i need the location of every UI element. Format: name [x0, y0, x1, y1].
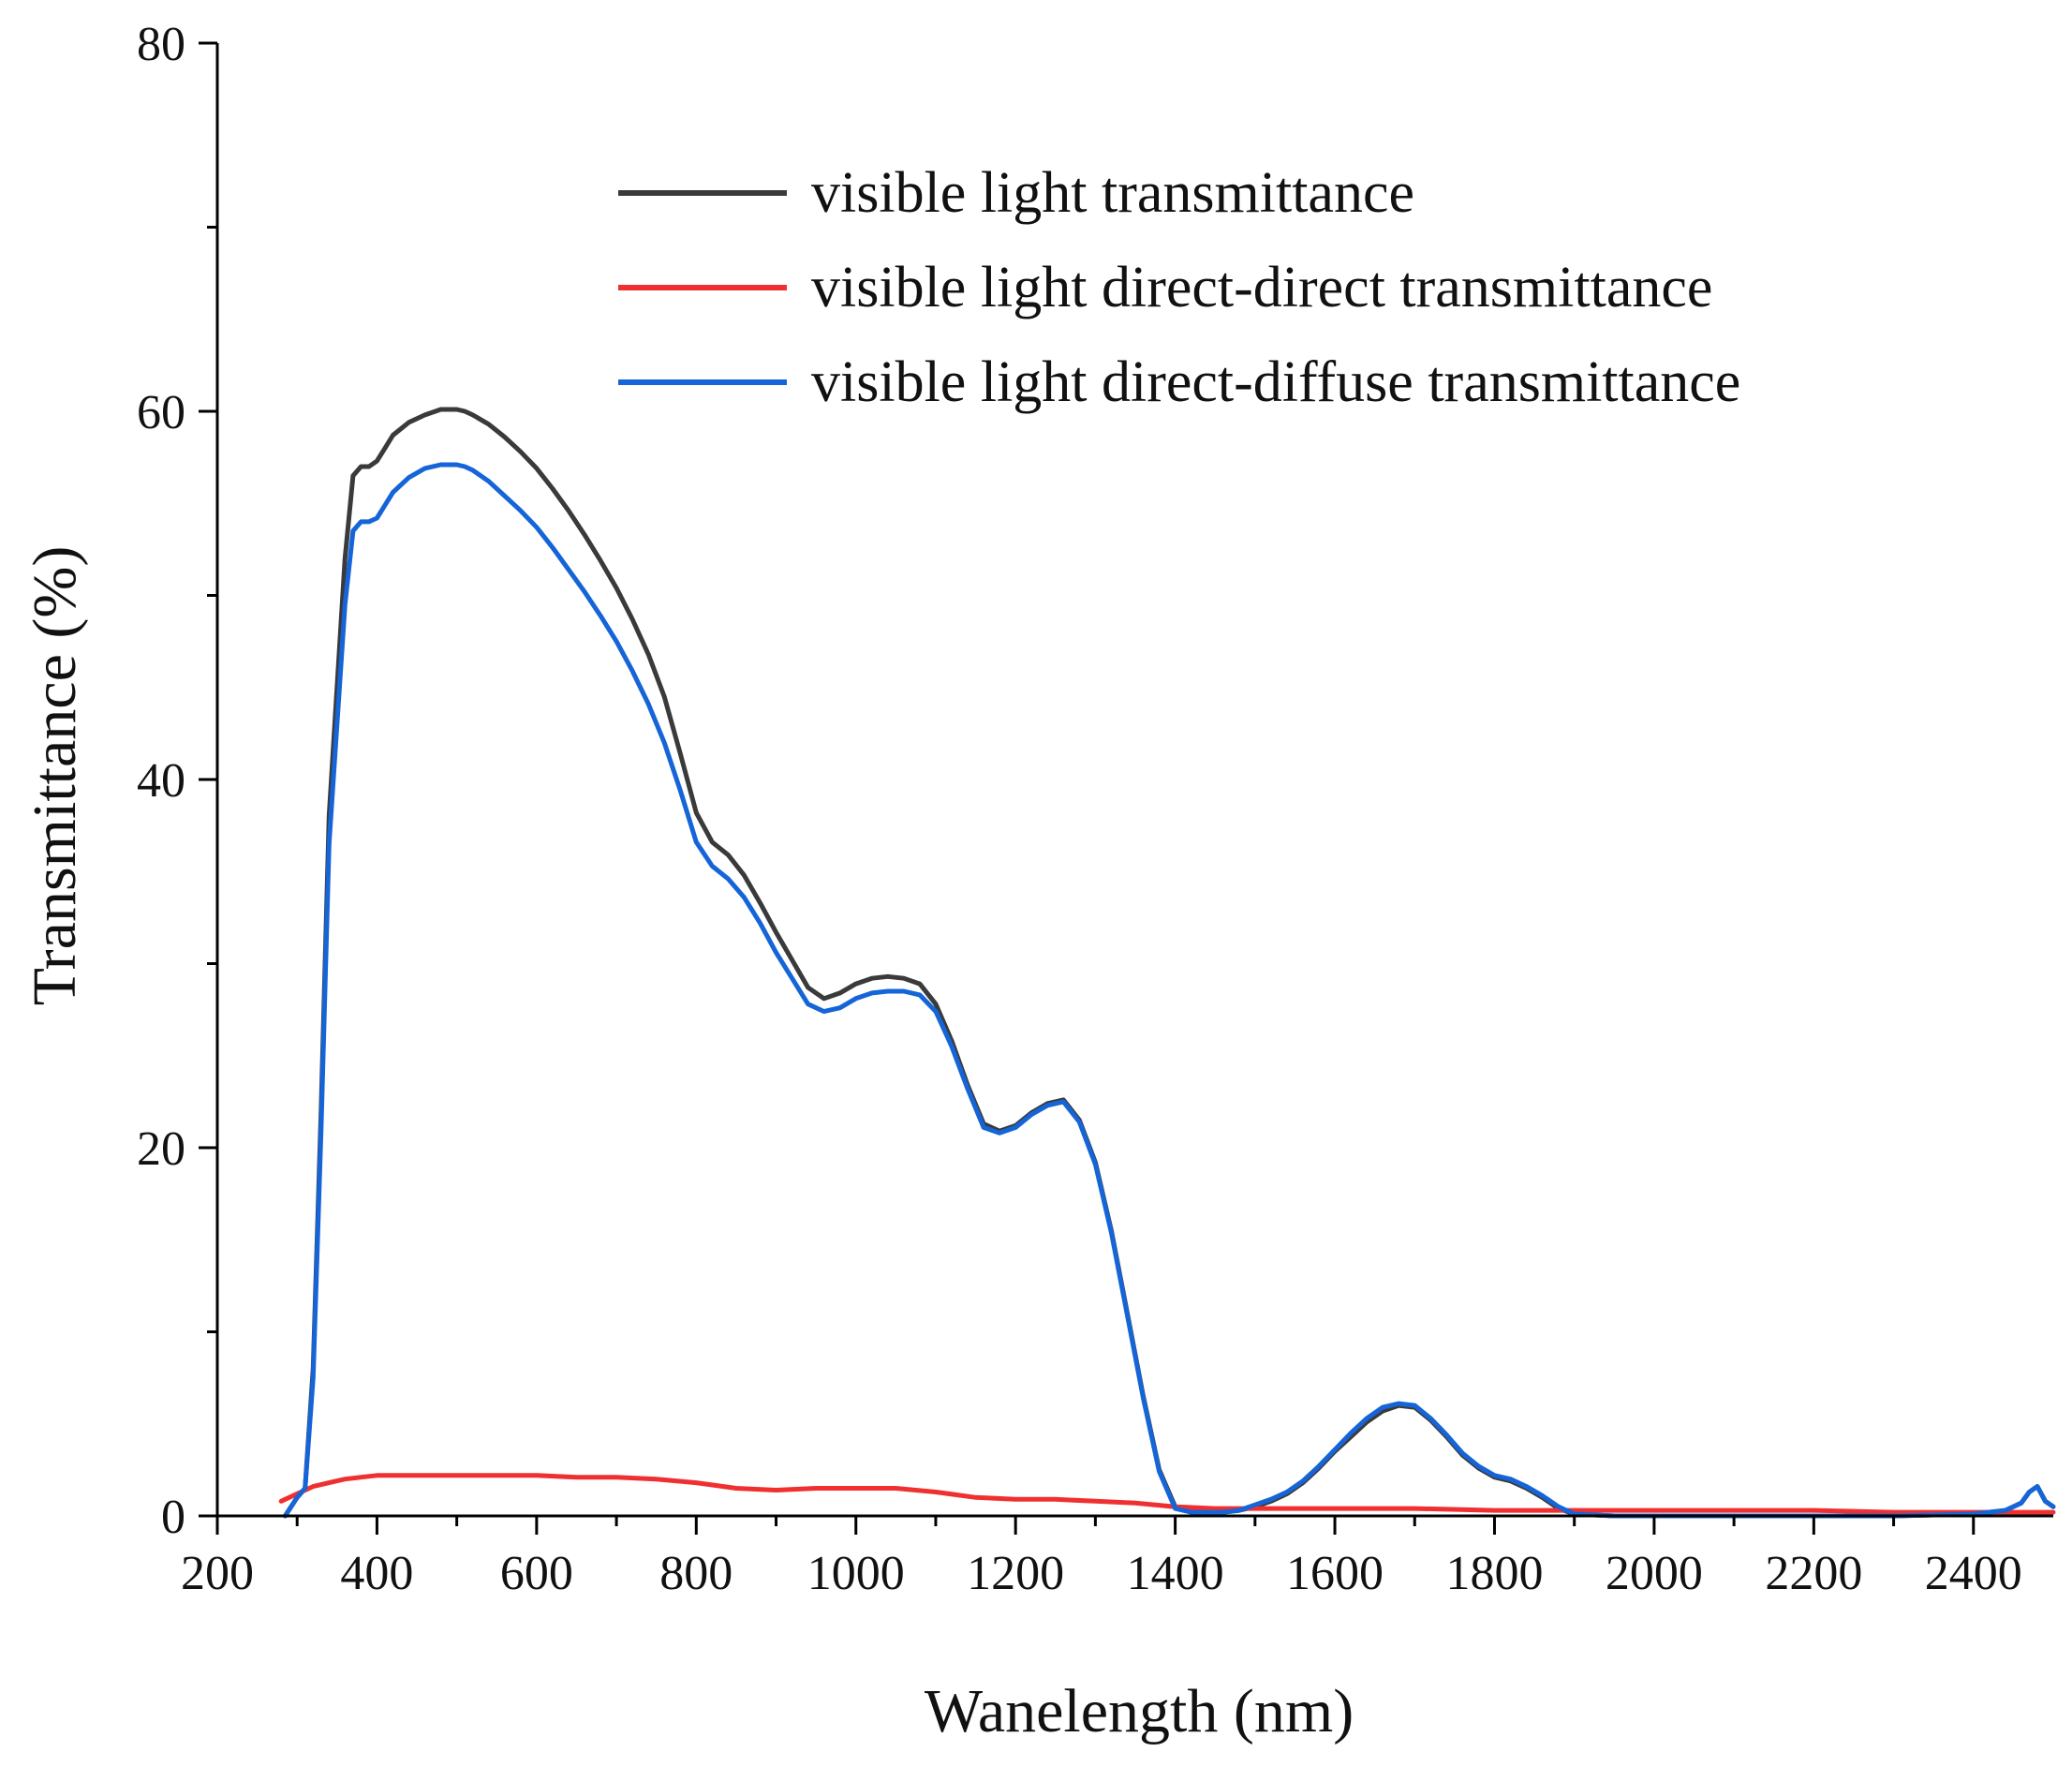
series-line-1 [282, 407, 2056, 1519]
x-tick-label: 1000 [807, 1547, 905, 1600]
legend: visible light transmittance visible light… [618, 161, 1740, 414]
x-axis-title: Wanelength (nm) [925, 1677, 1354, 1745]
x-tick-label: 600 [500, 1547, 573, 1600]
x-tick-label: 400 [340, 1547, 413, 1600]
ticks-layer: 200 400 600 800 1000 1200 1400 1600 1800 2000 2200… [137, 18, 2022, 1600]
y-axis-title: Transmittance (%) [21, 546, 89, 1006]
x-tick-label: 800 [659, 1547, 733, 1600]
series-line-3 [282, 462, 2056, 1519]
y-tick-label: 40 [137, 754, 185, 808]
y-tick-label: 60 [137, 386, 185, 439]
x-tick-label: 1400 [1127, 1547, 1224, 1600]
y-tick-label: 20 [137, 1122, 185, 1176]
y-tick-label: 80 [137, 18, 185, 71]
y-tick-label: 0 [161, 1491, 185, 1544]
x-tick-label: 1800 [1445, 1547, 1543, 1600]
series-layer [278, 407, 2056, 1519]
x-tick-label: 1600 [1286, 1547, 1384, 1600]
x-tick-label: 2200 [1765, 1547, 1862, 1600]
legend-label-1: visible light transmittance [811, 161, 1414, 225]
x-tick-label: 2000 [1606, 1547, 1703, 1600]
x-tick-label: 1200 [967, 1547, 1064, 1600]
series-line-2 [278, 1473, 2056, 1515]
legend-label-2: visible light direct-direct transmittanc… [811, 256, 1712, 319]
legend-label-3: visible light direct-diffuse transmittan… [811, 350, 1740, 414]
x-tick-label: 200 [181, 1547, 254, 1600]
x-tick-label: 2400 [1925, 1547, 2022, 1600]
